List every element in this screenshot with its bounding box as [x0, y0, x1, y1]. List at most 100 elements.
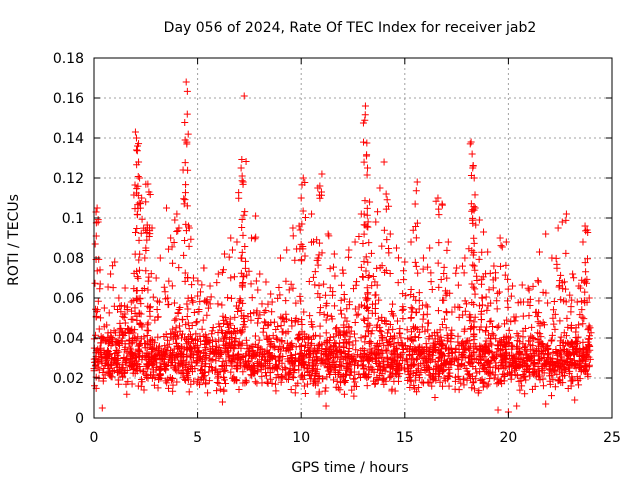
scatter-point: [161, 342, 169, 350]
scatter-point: [288, 373, 296, 381]
scatter-point: [132, 146, 140, 154]
scatter-point: [171, 216, 179, 224]
scatter-point: [300, 330, 308, 338]
scatter-point: [400, 346, 408, 354]
scatter-point: [142, 267, 150, 275]
scatter-point: [368, 327, 376, 335]
scatter-point: [461, 297, 469, 305]
scatter-point: [350, 285, 358, 293]
scatter-point: [287, 352, 295, 360]
scatter-point: [192, 330, 200, 338]
scatter-point: [264, 322, 272, 330]
scatter-point: [409, 305, 417, 313]
scatter-point: [447, 335, 455, 343]
scatter-point: [504, 285, 512, 293]
scatter-point: [438, 368, 446, 376]
scatter-point: [325, 371, 333, 379]
scatter-point: [502, 355, 510, 363]
scatter-point: [322, 316, 330, 324]
scatter-point: [573, 337, 581, 345]
scatter-point: [142, 246, 150, 254]
scatter-point: [255, 336, 263, 344]
scatter-point: [459, 311, 467, 319]
scatter-point: [325, 232, 333, 240]
scatter-point: [185, 325, 193, 333]
scatter-point: [235, 298, 243, 306]
scatter-point: [343, 317, 351, 325]
scatter-point: [141, 254, 149, 262]
scatter-point: [268, 308, 276, 316]
scatter-point: [549, 361, 557, 369]
scatter-point: [363, 354, 371, 362]
scatter-point: [300, 308, 308, 316]
scatter-point: [381, 317, 389, 325]
scatter-point: [453, 264, 461, 272]
scatter-point: [201, 297, 209, 305]
scatter-point: [439, 382, 447, 390]
scatter-point: [534, 318, 542, 326]
scatter-point: [443, 274, 451, 282]
scatter-point: [409, 226, 417, 234]
scatter-point: [324, 230, 332, 238]
scatter-point: [382, 346, 390, 354]
scatter-point: [484, 248, 492, 256]
scatter-point: [387, 341, 395, 349]
scatter-point: [215, 379, 223, 387]
scatter-point: [576, 375, 584, 383]
scatter-point: [499, 370, 507, 378]
scatter-point: [142, 198, 150, 206]
scatter-point: [418, 323, 426, 331]
scatter-point: [564, 348, 572, 356]
scatter-point: [131, 369, 139, 377]
scatter-point: [94, 218, 102, 226]
scatter-point: [471, 313, 479, 321]
scatter-point: [132, 134, 140, 142]
scatter-point: [412, 262, 420, 270]
scatter-point: [185, 388, 193, 396]
scatter-point: [285, 368, 293, 376]
scatter-point: [91, 382, 99, 390]
scatter-point: [493, 305, 501, 313]
scatter-point: [184, 166, 192, 174]
scatter-point: [123, 390, 131, 398]
scatter-point: [386, 270, 394, 278]
scatter-point: [226, 321, 234, 329]
scatter-point: [398, 357, 406, 365]
scatter-point: [551, 310, 559, 318]
scatter-point: [318, 356, 326, 364]
scatter-point: [239, 178, 247, 186]
scatter-point: [183, 202, 191, 210]
scatter-point: [160, 347, 168, 355]
scatter-point: [249, 346, 257, 354]
scatter-point: [502, 332, 510, 340]
scatter-point: [351, 378, 359, 386]
scatter-point: [341, 314, 349, 322]
scatter-point: [566, 341, 574, 349]
scatter-point: [134, 342, 142, 350]
scatter-point: [345, 253, 353, 261]
scatter-point: [311, 281, 319, 289]
scatter-point: [534, 278, 542, 286]
scatter-point: [463, 376, 471, 384]
scatter-point: [179, 373, 187, 381]
scatter-point: [562, 210, 570, 218]
scatter-point: [475, 387, 483, 395]
scatter-point: [188, 358, 196, 366]
scatter-point: [301, 213, 309, 221]
scatter-point: [395, 377, 403, 385]
scatter-point: [441, 377, 449, 385]
scatter-point: [574, 333, 582, 341]
scatter-point: [205, 377, 213, 385]
scatter-point: [488, 341, 496, 349]
scatter-point: [134, 274, 142, 282]
scatter-point: [486, 375, 494, 383]
scatter-point: [495, 322, 503, 330]
scatter-point: [378, 332, 386, 340]
scatter-point: [382, 205, 390, 213]
scatter-point: [373, 264, 381, 272]
scatter-point: [193, 351, 201, 359]
scatter-point: [425, 333, 433, 341]
scatter-point: [222, 380, 230, 388]
scatter-point: [136, 366, 144, 374]
